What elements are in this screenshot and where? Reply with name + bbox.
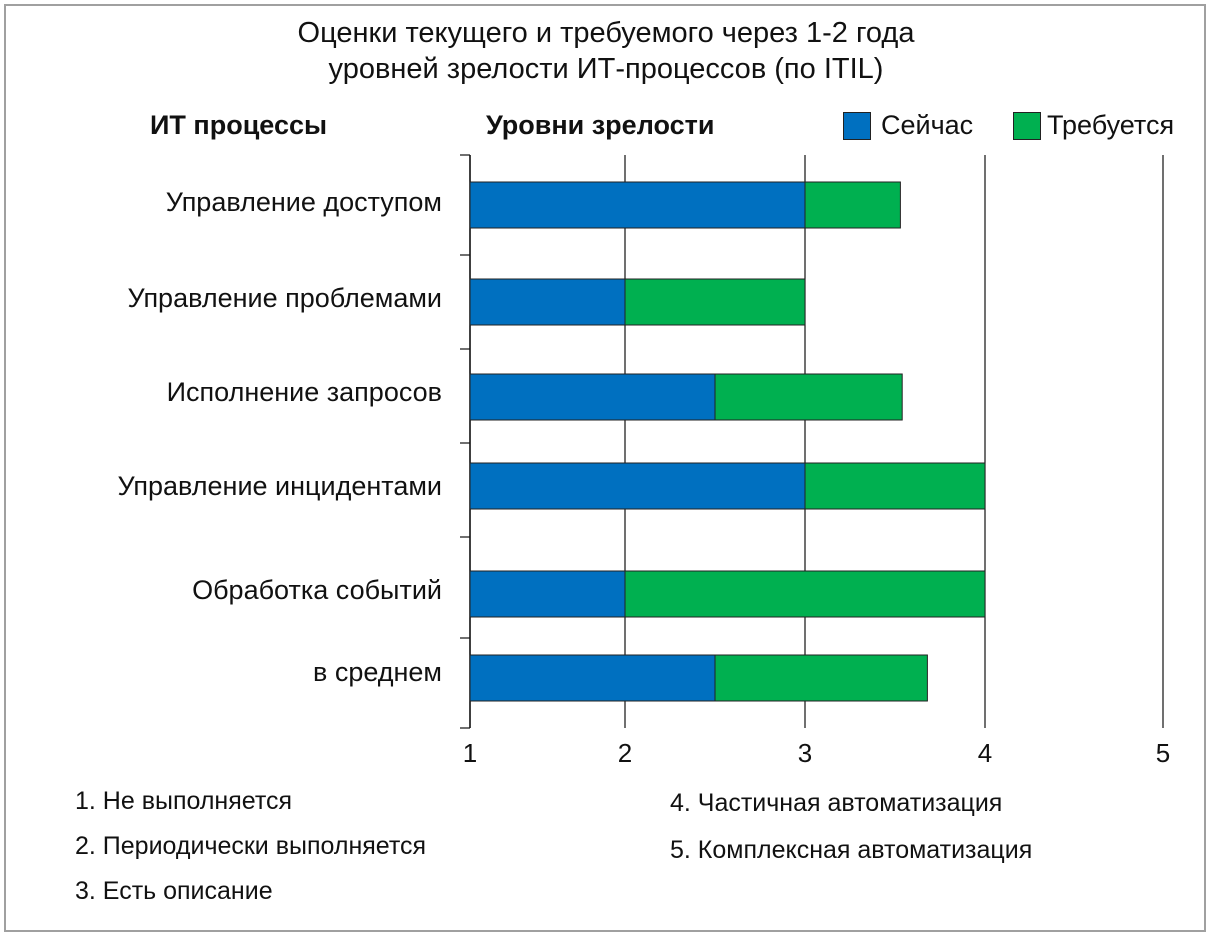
scale-note: 4. Частичная автоматизация: [670, 789, 1003, 817]
bar-current: [469, 181, 806, 229]
x-tick-label: 2: [617, 738, 633, 768]
bar-current: [469, 570, 626, 618]
category-label: Управление проблемами: [127, 283, 443, 313]
x-tick-label: 3: [797, 738, 813, 768]
bar-current: [469, 462, 806, 510]
scale-note: 3. Есть описание: [75, 877, 273, 905]
chart-title-line2: уровней зрелости ИТ-процессов (по ITIL): [328, 53, 884, 85]
bar-required: [624, 278, 806, 326]
category-label: Исполнение запросов: [166, 377, 442, 407]
bar-required: [714, 654, 928, 702]
category-label: Обработка событий: [192, 575, 442, 605]
chart-title-line1: Оценки текущего и требуемого через 1-2 г…: [297, 17, 915, 49]
category-label: Управление доступом: [165, 187, 442, 217]
y-axis-header: ИТ процессы: [150, 110, 328, 140]
category-label: Управление инцидентами: [117, 471, 442, 501]
x-tick-label: 4: [977, 738, 993, 768]
bar-required: [804, 462, 986, 510]
category-label: в среднем: [312, 657, 442, 687]
x-tick-label: 5: [1155, 738, 1171, 768]
bar-current: [469, 654, 716, 702]
legend-label-current: Сейчас: [881, 110, 974, 140]
bar-required: [804, 181, 901, 229]
legend-label-required: Требуется: [1047, 110, 1175, 140]
bar-current: [469, 278, 626, 326]
bar-required: [624, 570, 986, 618]
scale-note: 1. Не выполняется: [75, 787, 293, 815]
scale-note: 2. Периодически выполняется: [75, 832, 427, 860]
x-axis-header: Уровни зрелости: [486, 110, 715, 140]
bar-required: [714, 373, 903, 421]
x-tick-label: 1: [462, 738, 478, 768]
scale-note: 5. Комплексная автоматизация: [670, 836, 1033, 864]
legend-swatch-current: [843, 112, 871, 140]
legend-swatch-required: [1013, 112, 1041, 140]
bar-current: [469, 373, 716, 421]
